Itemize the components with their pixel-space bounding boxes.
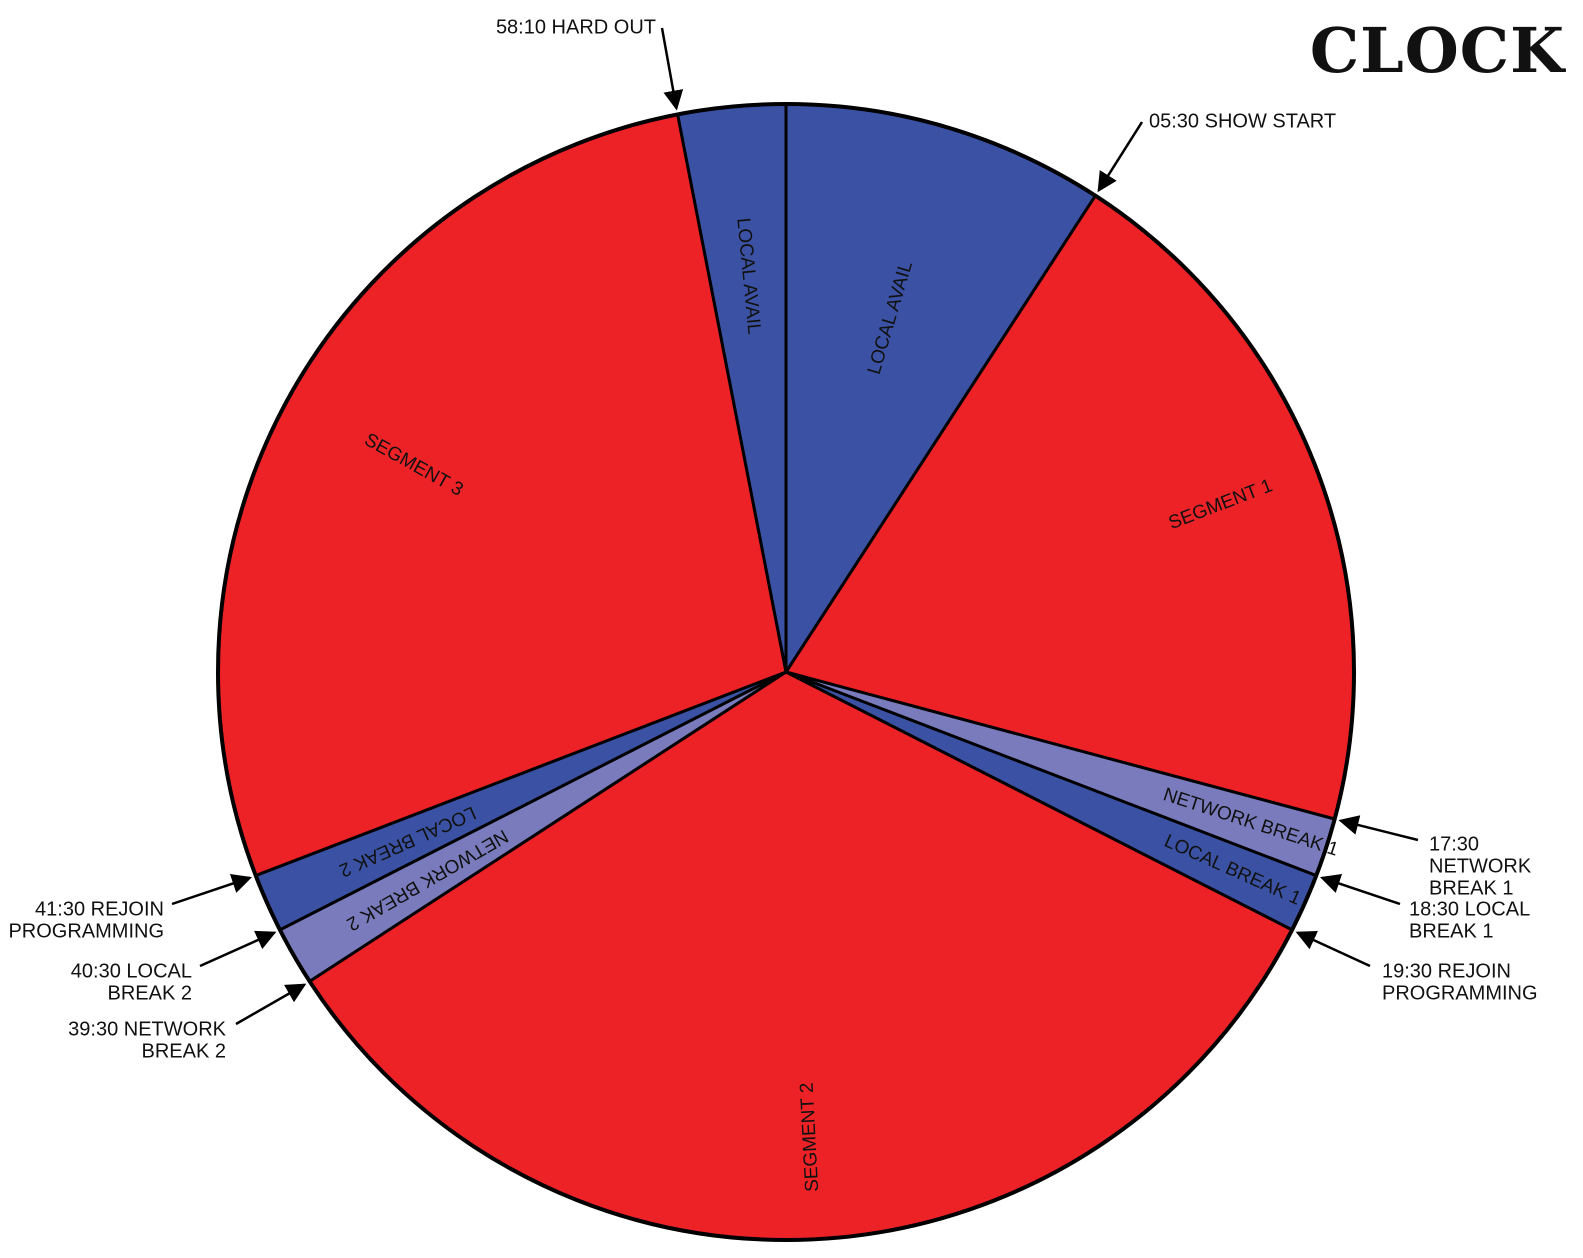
- slice-boundary: [676, 114, 788, 673]
- callout-text: 05:30 SHOW START: [1149, 110, 1336, 132]
- callout-text: 17:30: [1429, 833, 1479, 855]
- callout-arrow: [1319, 873, 1401, 906]
- callout-text: NETWORK: [1429, 855, 1532, 877]
- callout-arrow: [660, 27, 684, 111]
- slice-boundary: [255, 670, 787, 877]
- callout-arrow: [171, 873, 253, 906]
- callout-text: 40:30 LOCAL: [71, 960, 192, 982]
- callout-text: 58:10 HARD OUT: [496, 16, 656, 38]
- callout-arrow: [235, 983, 307, 1026]
- slice-boundary: [785, 670, 1336, 821]
- slice-boundary: [308, 670, 787, 983]
- callout-text: BREAK 1: [1429, 877, 1513, 899]
- callout-05-30-show-start: 05:30 SHOW START: [1097, 110, 1336, 193]
- callout-arrow: [199, 930, 277, 968]
- slice-boundary: [785, 670, 1293, 932]
- callout-arrow: [1338, 815, 1419, 842]
- slice-boundary: [784, 194, 1097, 673]
- callout-text: 39:30 NETWORK: [68, 1018, 226, 1040]
- callout-text: PROGRAMMING: [1382, 982, 1538, 1004]
- callout-58-10-hard-out: 58:10 HARD OUT: [496, 16, 684, 111]
- callout-text: 18:30 LOCAL: [1409, 898, 1530, 920]
- callout-arrow: [1097, 121, 1144, 193]
- slice-boundary: [279, 670, 787, 932]
- callout-text: BREAK 1: [1409, 920, 1493, 942]
- callout-text: BREAK 2: [108, 982, 192, 1004]
- callout-text: PROGRAMMING: [8, 920, 164, 942]
- chart-title: CLOCK: [1309, 14, 1565, 87]
- callout-text: 19:30 REJOIN: [1382, 960, 1511, 982]
- callout-arrow: [1295, 931, 1371, 968]
- slice-boundary: [785, 670, 1317, 877]
- callout-text: 41:30 REJOIN: [35, 898, 164, 920]
- callout-text: BREAK 2: [142, 1040, 226, 1062]
